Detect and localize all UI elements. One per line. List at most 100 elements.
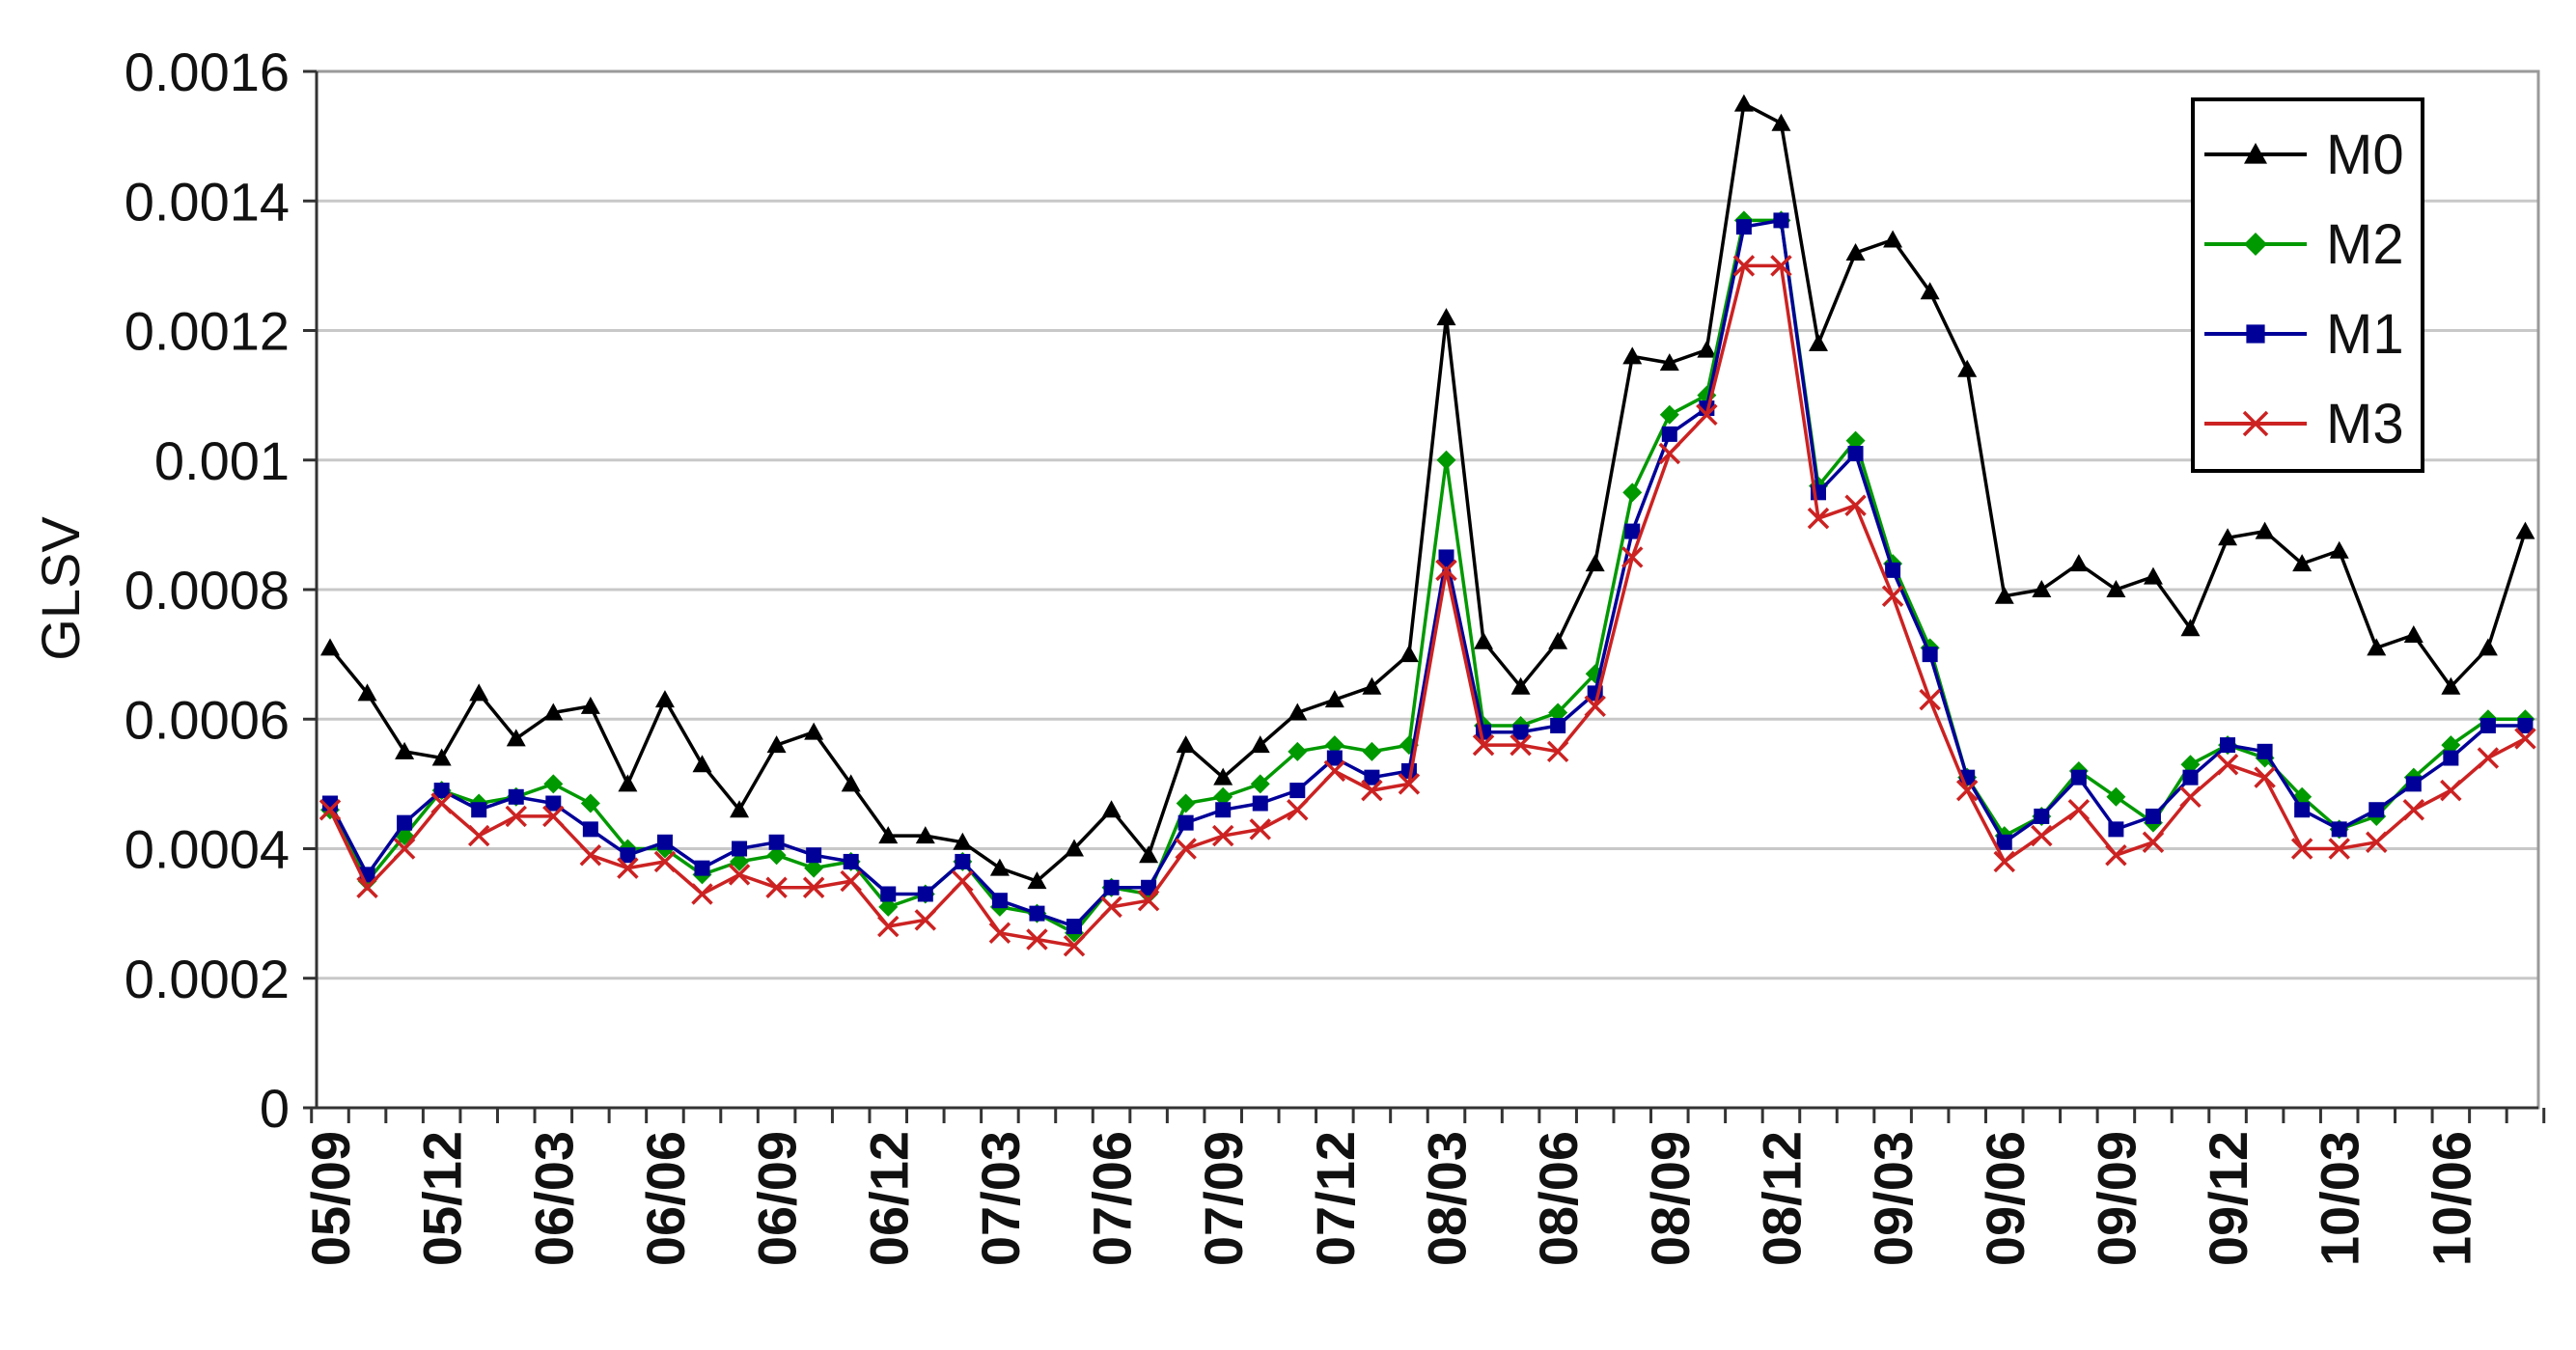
data-point [1548, 703, 1568, 723]
data-point [2367, 638, 2387, 656]
data-point [1770, 255, 1792, 277]
data-point [1922, 647, 1938, 663]
data-point [878, 896, 899, 917]
data-point [1622, 482, 1643, 503]
data-point [1027, 871, 1047, 890]
data-point [357, 683, 377, 702]
data-point [433, 783, 450, 799]
data-point [1215, 802, 1232, 818]
x-tick-label: 09/09 [2086, 1131, 2147, 1266]
data-point [806, 847, 822, 864]
y-tick-label: 0.0002 [125, 949, 290, 1009]
data-point [1324, 690, 1344, 708]
data-point [1510, 676, 1531, 695]
data-point [953, 832, 973, 850]
data-point [2244, 233, 2267, 256]
data-point [2477, 747, 2500, 769]
data-point [431, 748, 452, 766]
data-point [765, 876, 788, 899]
data-point [1211, 824, 1234, 847]
data-point [1844, 494, 1867, 516]
data-point [1065, 839, 1084, 857]
x-tick-label: 06/09 [747, 1131, 808, 1266]
data-point [1661, 426, 1677, 442]
data-point [728, 864, 751, 886]
x-tick-label: 08/12 [1751, 1131, 1812, 1266]
data-point [617, 857, 639, 879]
data-point [1472, 733, 1495, 757]
data-point [2328, 838, 2350, 860]
y-tick-labels: 0 0.0002 0.0004 0.0006 0.0008 0.001 0.0012 0.00… [125, 41, 290, 1139]
data-point [730, 800, 750, 818]
data-point [2070, 769, 2087, 785]
x-tick-label: 08/06 [1528, 1131, 1589, 1266]
x-tick-label: 08/09 [1640, 1131, 1701, 1266]
data-point [1622, 346, 1643, 365]
data-point [768, 834, 785, 850]
data-point [952, 869, 974, 893]
data-point [877, 915, 900, 938]
data-point [543, 774, 564, 794]
data-point [2068, 554, 2089, 572]
axes [303, 69, 2546, 1123]
data-point [2242, 410, 2269, 437]
data-point [843, 853, 859, 869]
data-point [2405, 776, 2422, 792]
data-point [1771, 113, 1791, 131]
data-point [2255, 521, 2275, 539]
data-point [2179, 785, 2202, 809]
data-point [1584, 695, 1606, 718]
data-point [1658, 442, 1681, 465]
data-point [397, 814, 413, 831]
data-point [1883, 230, 1903, 248]
x-tick-label: 07/06 [1082, 1131, 1143, 1266]
data-point [1362, 676, 1382, 695]
data-point [1438, 549, 1454, 565]
y-tick-label: 0 [260, 1078, 290, 1139]
y-axis-title: GLSV [30, 516, 91, 661]
x-tick-label: 06/03 [523, 1131, 584, 1266]
data-point [732, 840, 748, 857]
data-point [1326, 750, 1343, 766]
data-point [2143, 566, 2163, 585]
data-point [505, 805, 527, 828]
data-point [393, 838, 416, 860]
data-point [579, 843, 602, 867]
data-point [1696, 403, 1718, 427]
data-point [1885, 562, 1901, 578]
data-point [804, 858, 824, 878]
data-point [1249, 818, 1271, 840]
data-point [1809, 333, 1828, 351]
data-point [1659, 353, 1679, 372]
x-tick-label: 05/09 [300, 1131, 361, 1266]
legend-item-m2: M2 [2204, 213, 2404, 276]
data-point [1697, 340, 1717, 358]
data-point [1436, 308, 1456, 326]
data-point [580, 793, 600, 813]
y-tick-label: 0.0012 [125, 301, 290, 362]
x-tick-label: 07/03 [970, 1131, 1031, 1266]
legend-label: M3 [2326, 393, 2404, 455]
data-point [2257, 743, 2273, 759]
data-point [1103, 879, 1120, 895]
series-m3 [319, 255, 2536, 957]
data-point [653, 850, 677, 873]
data-point [2182, 769, 2199, 785]
data-point [1474, 631, 1494, 649]
data-point [654, 690, 675, 708]
data-point [917, 886, 933, 902]
data-point [1733, 94, 1754, 112]
data-point [1955, 779, 1979, 802]
legend-item-m1: M1 [2204, 303, 2404, 366]
data-point [2067, 798, 2091, 821]
data-point [1289, 783, 1306, 799]
data-point [1993, 850, 2015, 873]
data-point [2220, 737, 2236, 754]
data-point [1250, 774, 1270, 794]
data-point [1399, 645, 1419, 663]
data-point [1773, 212, 1789, 229]
x-tick-label: 05/12 [412, 1131, 473, 1266]
x-tick-label: 10/03 [2310, 1131, 2370, 1266]
series-line-m0 [328, 101, 2528, 883]
data-point [319, 798, 342, 821]
